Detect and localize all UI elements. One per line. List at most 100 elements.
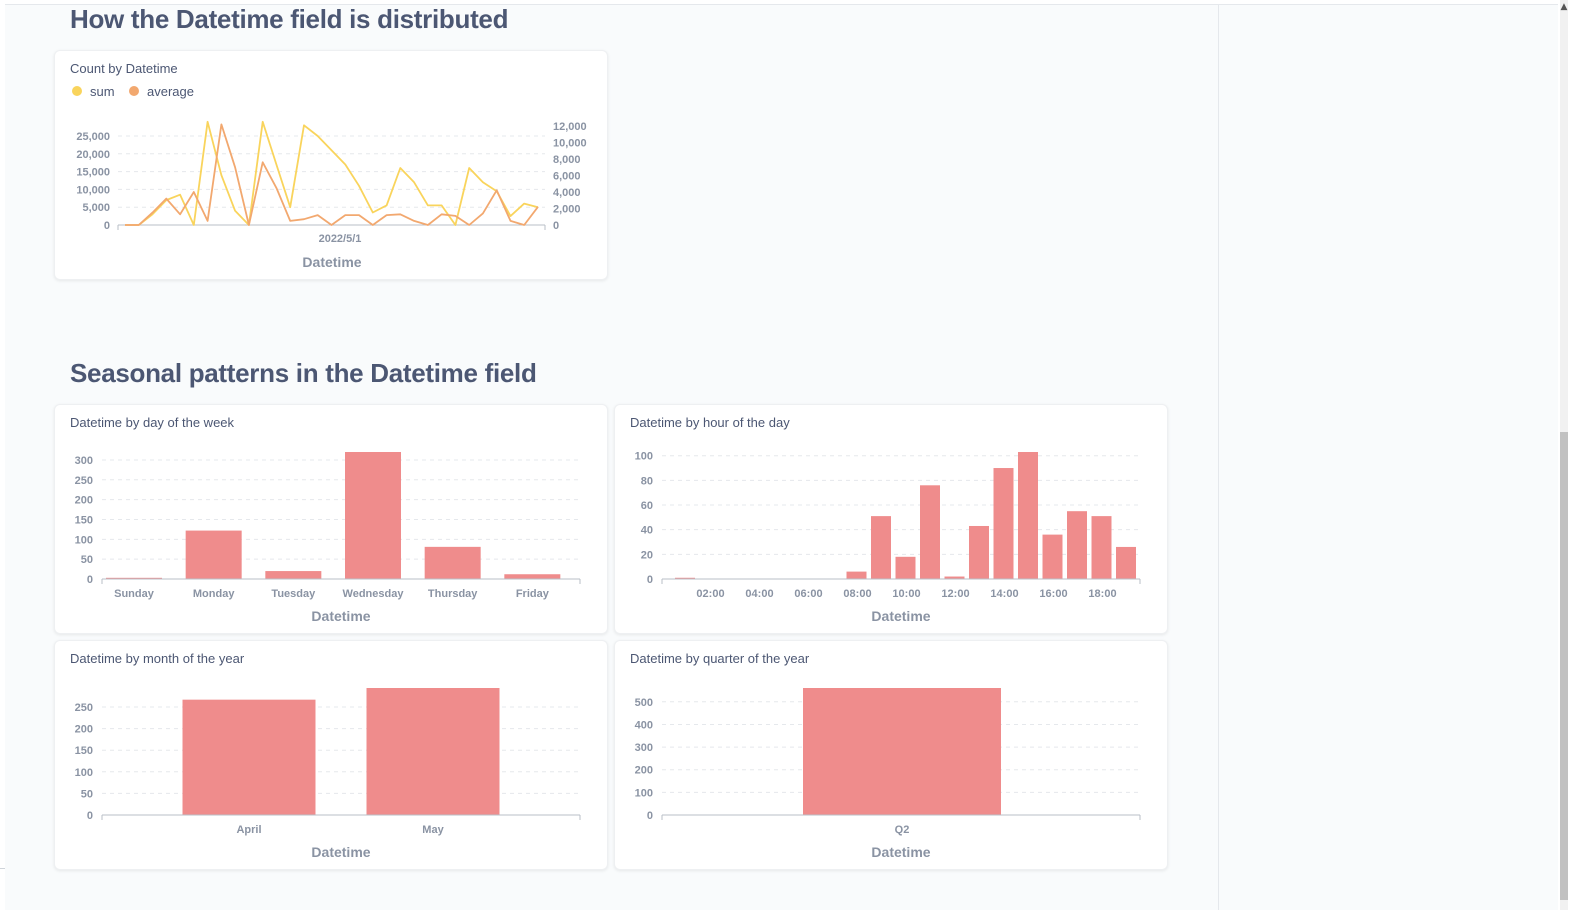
- y-tick-label-left: 15,000: [76, 167, 110, 179]
- bar[interactable]: [944, 576, 965, 579]
- x-tick-label: 06:00: [794, 588, 822, 600]
- y-tick-label-right: 0: [553, 220, 559, 232]
- y-tick-label: 500: [635, 697, 653, 709]
- legend-label-average[interactable]: average: [147, 84, 194, 99]
- card-month-of-year[interactable]: Datetime by month of the year Datetime 0…: [54, 640, 608, 870]
- y-tick-label-left: 10,000: [76, 184, 110, 196]
- bar[interactable]: [366, 688, 500, 815]
- y-tick-label-right: 6,000: [553, 171, 581, 183]
- left-edge-marker: [0, 868, 5, 869]
- y-tick-label: 0: [647, 574, 653, 586]
- legend-label-sum[interactable]: sum: [90, 84, 115, 99]
- bar-chart: Datetime 0 50 100 150 200 250 April May: [75, 688, 581, 860]
- x-tick-label: Monday: [193, 588, 235, 600]
- bar[interactable]: [424, 546, 481, 579]
- right-side-panel: [1218, 4, 1558, 910]
- y-tick-label: 200: [75, 724, 93, 736]
- x-tick-label: Q2: [895, 824, 910, 836]
- y-tick-label: 100: [635, 451, 653, 463]
- x-tick-label: Thursday: [428, 588, 478, 600]
- x-axis-title: Datetime: [311, 608, 370, 624]
- y-tick-label: 100: [635, 787, 653, 799]
- x-tick-label: 2022/5/1: [319, 233, 362, 245]
- y-tick-label-left: 5,000: [82, 202, 110, 214]
- section-title-seasonal: Seasonal patterns in the Datetime field: [70, 358, 537, 388]
- x-tick-label: 14:00: [990, 588, 1018, 600]
- bar[interactable]: [871, 516, 891, 579]
- card-count-by-datetime[interactable]: Count by Datetime sum average 0 5,000 10,0…: [54, 50, 608, 280]
- x-axis-title: Datetime: [311, 844, 370, 860]
- bar[interactable]: [1067, 511, 1087, 579]
- x-tick-label: 12:00: [941, 588, 969, 600]
- bar[interactable]: [920, 485, 940, 579]
- y-tick-label-right: 4,000: [553, 187, 581, 199]
- bar[interactable]: [1091, 516, 1112, 579]
- y-tick-label: 80: [641, 475, 653, 487]
- card-title: Datetime by month of the year: [70, 651, 245, 666]
- bar[interactable]: [106, 577, 162, 579]
- y-tick-label: 150: [75, 745, 93, 757]
- card-title: Datetime by quarter of the year: [630, 651, 810, 666]
- y-tick-label: 200: [635, 765, 653, 777]
- card-title: Datetime by day of the week: [70, 415, 235, 430]
- bar[interactable]: [185, 530, 242, 579]
- x-tick-label: Sunday: [114, 588, 155, 600]
- x-tick-label: Wednesday: [343, 588, 405, 600]
- scrollbar-thumb[interactable]: [1560, 432, 1568, 900]
- y-tick-label-right: 2,000: [553, 204, 581, 216]
- y-tick-label: 20: [641, 549, 653, 561]
- section-title-distribution: How the Datetime field is distributed: [70, 4, 509, 34]
- card-hour-of-day[interactable]: Datetime by hour of the day Datetime 0 20…: [614, 404, 1168, 634]
- y-tick-label: 400: [635, 719, 653, 731]
- card-title: Count by Datetime: [70, 61, 178, 76]
- bar[interactable]: [1018, 452, 1038, 579]
- y-tick-label: 250: [75, 475, 93, 487]
- bar[interactable]: [182, 699, 316, 815]
- y-tick-label: 300: [635, 742, 653, 754]
- card-quarter-of-year[interactable]: Datetime by quarter of the year Datetime…: [614, 640, 1168, 870]
- x-tick-label: 18:00: [1088, 588, 1116, 600]
- y-tick-label: 50: [81, 788, 93, 800]
- card-title: Datetime by hour of the day: [630, 415, 790, 430]
- x-tick-label: April: [236, 824, 261, 836]
- y-tick-label: 60: [641, 500, 653, 512]
- series-line-sum[interactable]: [125, 120, 539, 226]
- bar[interactable]: [1116, 546, 1136, 579]
- y-tick-label: 100: [75, 534, 93, 546]
- bar[interactable]: [345, 452, 401, 579]
- x-tick-label: 04:00: [745, 588, 773, 600]
- y-tick-label: 50: [81, 554, 93, 566]
- y-tick-label: 150: [75, 514, 93, 526]
- x-tick-label: May: [422, 824, 444, 836]
- bar[interactable]: [895, 556, 916, 579]
- y-tick-label-left: 0: [104, 220, 110, 232]
- bar-chart: Datetime 0 50 100 150 200 250 300 Sunday Monday T…: [75, 452, 581, 624]
- bar[interactable]: [846, 571, 867, 579]
- bar[interactable]: [504, 574, 561, 579]
- bar[interactable]: [993, 468, 1014, 579]
- bar[interactable]: [1042, 534, 1063, 579]
- scroll-up-arrow-icon[interactable]: ▲: [1560, 2, 1568, 12]
- legend-dot-sum: [72, 86, 82, 96]
- y-tick-label: 200: [75, 495, 93, 507]
- bar[interactable]: [969, 525, 989, 579]
- y-tick-label-right: 10,000: [553, 138, 587, 150]
- y-tick-label-left: 20,000: [76, 149, 110, 161]
- x-tick-label: 16:00: [1039, 588, 1067, 600]
- legend-dot-average: [129, 86, 139, 96]
- bar-chart: Datetime 0 100 200 300 400 500 Q2: [635, 688, 1141, 860]
- bar[interactable]: [803, 688, 1001, 815]
- x-tick-label: 08:00: [843, 588, 871, 600]
- x-tick-label: Tuesday: [271, 588, 316, 600]
- series-line-average[interactable]: [125, 123, 539, 226]
- y-tick-label: 0: [87, 810, 93, 822]
- card-day-of-week[interactable]: Datetime by day of the week Datetime 0 50…: [54, 404, 608, 634]
- bar[interactable]: [675, 577, 695, 579]
- y-tick-label: 0: [87, 574, 93, 586]
- x-axis-title: Datetime: [871, 608, 930, 624]
- x-tick-label: 02:00: [696, 588, 724, 600]
- bar[interactable]: [265, 571, 322, 579]
- x-tick-label: Friday: [516, 588, 550, 600]
- y-tick-label: 300: [75, 455, 93, 467]
- x-tick-label: 10:00: [892, 588, 920, 600]
